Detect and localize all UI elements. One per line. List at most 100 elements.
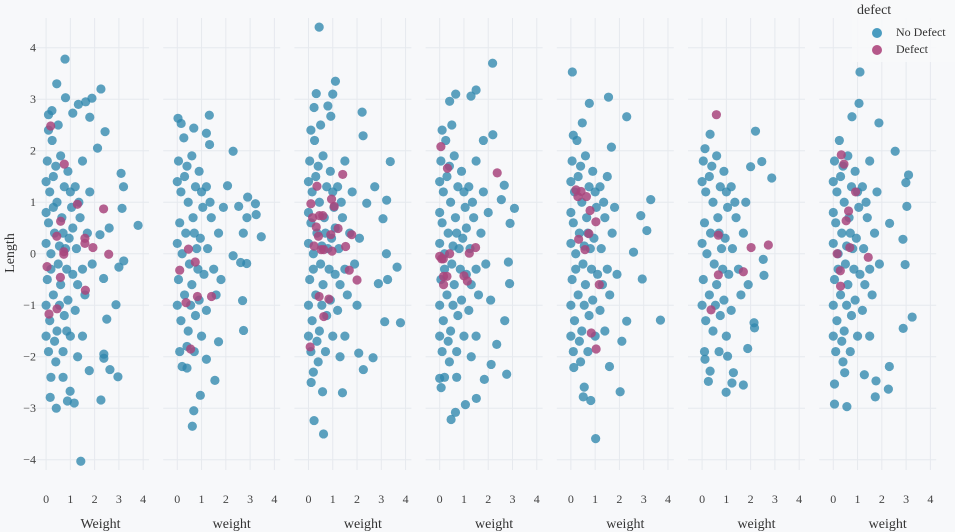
point-no-defect xyxy=(176,118,186,129)
point-no-defect xyxy=(102,314,112,324)
point-no-defect xyxy=(73,280,83,290)
point-defect xyxy=(314,291,324,302)
point-no-defect xyxy=(320,346,331,357)
point-no-defect xyxy=(466,91,476,101)
point-no-defect xyxy=(566,331,576,341)
point-no-defect xyxy=(446,197,456,207)
x-tick-label: 3 xyxy=(772,492,778,506)
point-no-defect xyxy=(579,300,589,310)
y-tick-label: 1 xyxy=(30,195,36,209)
point-no-defect xyxy=(832,316,842,326)
point-no-defect xyxy=(194,166,204,176)
point-no-defect xyxy=(452,346,462,357)
point-no-defect xyxy=(56,151,66,161)
point-no-defect xyxy=(183,326,193,336)
point-no-defect xyxy=(705,129,715,139)
point-no-defect xyxy=(606,142,617,152)
point-no-defect xyxy=(175,346,185,357)
point-no-defect xyxy=(850,295,860,305)
point-no-defect xyxy=(444,357,454,367)
point-defect xyxy=(52,304,62,314)
point-defect xyxy=(190,257,200,267)
point-no-defect xyxy=(847,112,857,122)
point-no-defect xyxy=(205,197,215,207)
x-tick-label: 3 xyxy=(641,492,647,506)
point-defect xyxy=(318,211,328,221)
point-no-defect xyxy=(373,278,383,289)
point-defect xyxy=(338,169,348,180)
point-no-defect xyxy=(471,331,481,341)
point-no-defect xyxy=(439,264,450,274)
legend: defect No Defect Defect xyxy=(852,0,955,62)
point-no-defect xyxy=(499,180,509,190)
point-no-defect xyxy=(53,120,63,130)
point-no-defect xyxy=(715,182,725,192)
point-no-defect xyxy=(447,120,457,130)
legend-item-no-defect[interactable]: No Defect xyxy=(872,25,946,40)
point-no-defect xyxy=(758,254,768,264)
point-no-defect xyxy=(199,269,209,279)
point-no-defect xyxy=(43,346,54,357)
point-no-defect xyxy=(172,300,182,310)
point-no-defect xyxy=(60,93,71,103)
point-no-defect xyxy=(870,392,880,402)
point-no-defect xyxy=(872,187,882,197)
point-no-defect xyxy=(306,377,316,388)
point-no-defect xyxy=(45,187,55,197)
point-no-defect xyxy=(450,407,461,417)
point-no-defect xyxy=(188,213,198,223)
point-no-defect xyxy=(500,316,510,326)
point-no-defect xyxy=(901,178,911,188)
point-no-defect xyxy=(438,316,448,326)
point-no-defect xyxy=(622,316,632,326)
point-no-defect xyxy=(198,202,208,212)
point-defect xyxy=(80,238,90,249)
point-no-defect xyxy=(578,259,588,269)
point-no-defect xyxy=(767,173,777,183)
point-no-defect xyxy=(759,270,769,280)
point-no-defect xyxy=(828,238,838,249)
x-tick-label: 3 xyxy=(247,492,253,506)
point-no-defect xyxy=(746,162,756,172)
point-no-defect xyxy=(829,379,840,389)
point-defect xyxy=(863,252,873,262)
point-defect xyxy=(845,242,855,253)
point-no-defect xyxy=(382,195,392,205)
point-no-defect xyxy=(483,207,493,218)
point-no-defect xyxy=(222,181,233,191)
point-no-defect xyxy=(697,300,707,310)
point-no-defect xyxy=(176,316,186,326)
point-no-defect xyxy=(177,361,187,372)
point-no-defect xyxy=(46,249,56,259)
point-no-defect xyxy=(314,197,325,207)
point-no-defect xyxy=(96,84,106,94)
point-no-defect xyxy=(133,220,143,231)
point-no-defect xyxy=(48,171,58,182)
point-no-defect xyxy=(698,156,708,166)
legend-item-defect[interactable]: Defect xyxy=(872,42,928,57)
point-no-defect xyxy=(869,228,880,238)
point-no-defect xyxy=(58,372,68,382)
point-no-defect xyxy=(867,290,877,300)
point-no-defect xyxy=(890,146,900,156)
x-tick-label: 3 xyxy=(510,492,516,506)
point-no-defect xyxy=(580,151,591,161)
point-defect xyxy=(80,285,91,295)
point-no-defect xyxy=(58,346,68,357)
point-no-defect xyxy=(871,376,881,386)
point-defect xyxy=(445,249,455,259)
point-defect xyxy=(471,242,481,253)
point-no-defect xyxy=(441,135,451,146)
point-no-defect xyxy=(318,151,328,161)
point-no-defect xyxy=(701,316,711,326)
point-no-defect xyxy=(579,382,589,392)
point-no-defect xyxy=(738,228,748,238)
x-tick-label: 0 xyxy=(174,492,180,506)
point-no-defect xyxy=(209,264,219,274)
point-no-defect xyxy=(478,135,488,146)
point-no-defect xyxy=(839,326,849,336)
point-defect xyxy=(192,291,203,302)
point-no-defect xyxy=(829,156,840,166)
point-no-defect xyxy=(571,249,581,259)
point-no-defect xyxy=(352,300,362,310)
